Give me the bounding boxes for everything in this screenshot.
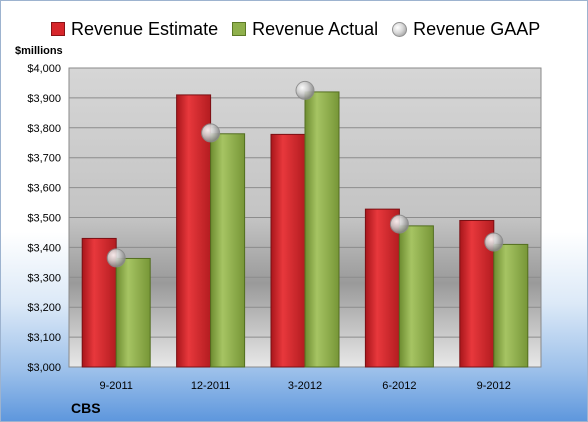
y-tick-label: $3,000 [27, 362, 61, 374]
chart-legend: Revenue Estimate Revenue Actual Revenue … [51, 18, 554, 40]
bar-revenue-actual [115, 257, 151, 368]
bar-revenue-estimate [270, 133, 306, 368]
gaap-marker [295, 80, 315, 100]
y-tick-label: $3,900 [27, 93, 61, 105]
company-label: CBS [71, 400, 101, 416]
bar-revenue-actual [304, 91, 340, 368]
legend-item-actual: Revenue Actual [232, 19, 378, 40]
bar-revenue-estimate [364, 208, 400, 368]
gaap-marker [389, 214, 409, 234]
bars [81, 91, 529, 368]
x-tick-label: 3-2012 [288, 380, 322, 392]
y-axis-ticks: $3,000 $3,100 $3,200 $3,300 $3,400 $3,500 $3,6… [27, 63, 61, 374]
legend-swatch-estimate [51, 22, 65, 36]
y-tick-label: $3,200 [27, 302, 61, 314]
y-tick-label: $3,600 [27, 183, 61, 195]
x-tick-label: 6-2012 [382, 380, 416, 392]
x-tick-label: 9-2011 [99, 380, 132, 392]
y-tick-label: $3,500 [27, 213, 61, 225]
y-axis-unit-label: $millions [15, 45, 63, 57]
x-axis-ticks: 9-2011 12-2011 3-2012 6-2012 9-2012 [99, 380, 510, 392]
y-tick-label: $3,700 [27, 153, 61, 165]
legend-label-gaap: Revenue GAAP [413, 18, 541, 39]
y-tick-label: $3,800 [27, 123, 61, 135]
gaap-markers [106, 80, 504, 268]
legend-item-estimate: Revenue Estimate [51, 19, 218, 40]
legend-swatch-gaap [392, 21, 408, 37]
y-tick-label: $4,000 [27, 63, 61, 75]
bar-revenue-actual [398, 225, 434, 368]
gaap-marker [106, 248, 126, 268]
gaap-marker [484, 232, 504, 252]
x-tick-label: 9-2012 [477, 380, 511, 392]
legend-label-actual: Revenue Actual [252, 18, 379, 39]
bar-revenue-actual [493, 243, 529, 368]
bar-revenue-actual [210, 133, 246, 368]
legend-swatch-actual [232, 22, 247, 36]
legend-label-estimate: Revenue Estimate [71, 18, 219, 39]
gaap-marker [201, 123, 221, 143]
y-tick-label: $3,400 [27, 242, 61, 254]
y-tick-label: $3,100 [27, 332, 61, 344]
x-tick-label: 12-2011 [191, 380, 231, 392]
y-tick-label: $3,300 [27, 272, 61, 284]
legend-item-gaap: Revenue GAAP [392, 19, 540, 40]
